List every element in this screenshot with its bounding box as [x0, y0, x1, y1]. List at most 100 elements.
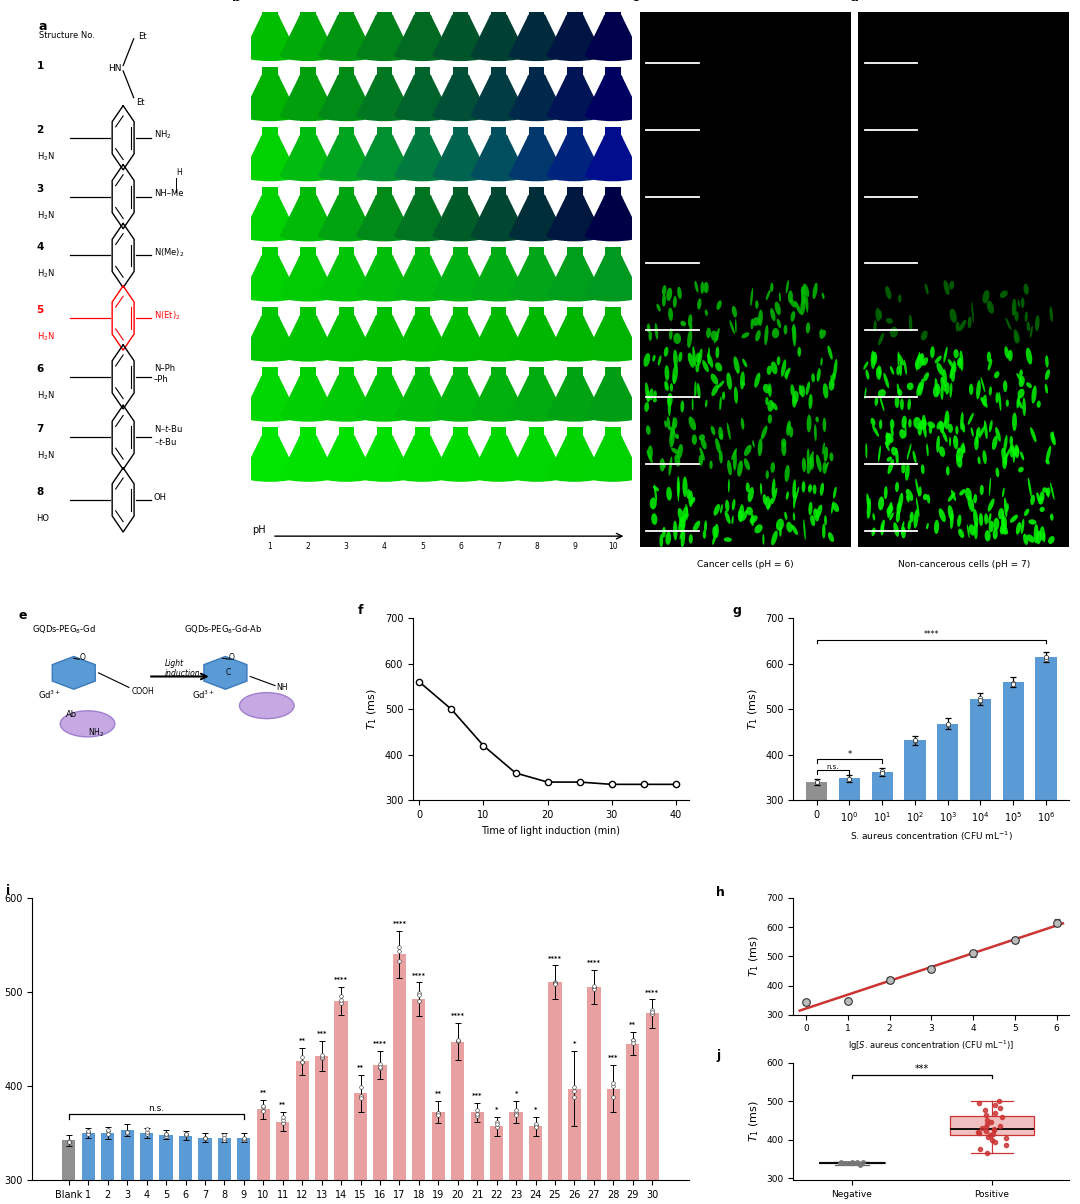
Ellipse shape: [746, 483, 750, 492]
Ellipse shape: [696, 353, 701, 364]
Ellipse shape: [451, 132, 470, 142]
Ellipse shape: [674, 454, 680, 467]
Polygon shape: [546, 438, 603, 476]
Ellipse shape: [394, 170, 450, 182]
Point: [1038, 648, 1055, 667]
Ellipse shape: [413, 72, 432, 82]
Ellipse shape: [660, 535, 663, 548]
Point: [449, 1029, 467, 1049]
Point: [977, 1122, 995, 1141]
Ellipse shape: [901, 527, 906, 538]
Point: [60, 1133, 78, 1152]
Ellipse shape: [394, 289, 450, 301]
Bar: [377, 367, 392, 378]
Ellipse shape: [834, 359, 837, 378]
Polygon shape: [394, 137, 450, 176]
Ellipse shape: [680, 401, 685, 413]
Ellipse shape: [667, 395, 671, 417]
Text: Et: Et: [138, 31, 147, 41]
Bar: [338, 247, 354, 258]
Ellipse shape: [900, 399, 904, 411]
Text: 1: 1: [37, 60, 44, 71]
Point: [333, 991, 350, 1010]
Bar: [262, 427, 278, 438]
Ellipse shape: [822, 442, 825, 455]
Ellipse shape: [942, 418, 947, 431]
Ellipse shape: [934, 355, 942, 364]
Ellipse shape: [696, 364, 699, 372]
Bar: [471, 1112, 484, 1204]
Bar: [300, 247, 315, 258]
Point: [840, 769, 858, 789]
Bar: [529, 67, 544, 77]
Ellipse shape: [667, 393, 673, 407]
Ellipse shape: [920, 419, 927, 430]
Ellipse shape: [432, 170, 488, 182]
Point: [99, 1121, 117, 1140]
Ellipse shape: [948, 492, 956, 502]
Text: ***: ***: [915, 1064, 929, 1074]
Ellipse shape: [806, 382, 810, 395]
Point: [274, 1114, 292, 1133]
Ellipse shape: [949, 365, 955, 378]
Ellipse shape: [923, 494, 928, 500]
Ellipse shape: [527, 193, 546, 202]
Point: [986, 1096, 1003, 1115]
Ellipse shape: [683, 477, 688, 497]
Point: [1038, 647, 1055, 666]
Polygon shape: [356, 197, 413, 235]
Ellipse shape: [1004, 497, 1008, 518]
Ellipse shape: [801, 482, 806, 492]
Ellipse shape: [471, 110, 527, 122]
Ellipse shape: [967, 525, 970, 538]
Ellipse shape: [1040, 526, 1044, 541]
Ellipse shape: [1007, 503, 1009, 512]
Ellipse shape: [751, 288, 753, 306]
Ellipse shape: [1044, 384, 1048, 394]
Ellipse shape: [669, 456, 673, 476]
Ellipse shape: [789, 299, 796, 307]
Ellipse shape: [1000, 290, 1008, 299]
Ellipse shape: [700, 447, 705, 461]
Bar: [338, 307, 354, 318]
Text: ****: ****: [392, 921, 406, 927]
Ellipse shape: [960, 412, 963, 430]
Ellipse shape: [664, 380, 667, 390]
Point: [391, 942, 408, 961]
Ellipse shape: [772, 327, 779, 338]
Ellipse shape: [951, 490, 956, 501]
Ellipse shape: [413, 12, 432, 22]
Ellipse shape: [1004, 347, 1009, 359]
Ellipse shape: [941, 377, 946, 391]
Ellipse shape: [337, 373, 355, 383]
Bar: [338, 367, 354, 378]
Point: [833, 1152, 850, 1171]
Ellipse shape: [546, 409, 603, 421]
Ellipse shape: [657, 303, 661, 312]
Ellipse shape: [1017, 400, 1023, 409]
Ellipse shape: [242, 170, 298, 182]
Ellipse shape: [770, 283, 773, 293]
Ellipse shape: [1005, 318, 1012, 330]
Polygon shape: [432, 77, 488, 116]
Bar: [121, 1131, 134, 1204]
Ellipse shape: [604, 72, 622, 82]
Ellipse shape: [319, 170, 375, 182]
Ellipse shape: [1043, 532, 1045, 542]
Ellipse shape: [936, 362, 944, 376]
Text: 6: 6: [458, 542, 463, 551]
Ellipse shape: [1000, 524, 1005, 535]
Ellipse shape: [998, 508, 1004, 519]
Ellipse shape: [727, 423, 731, 439]
Text: O: O: [79, 653, 85, 662]
Ellipse shape: [432, 229, 488, 242]
Bar: [605, 7, 621, 17]
Text: **: **: [357, 1064, 364, 1070]
Point: [313, 1045, 330, 1064]
Ellipse shape: [863, 361, 868, 370]
Ellipse shape: [921, 331, 928, 341]
Ellipse shape: [878, 389, 886, 397]
Point: [177, 1126, 194, 1145]
Bar: [453, 427, 469, 438]
Text: *: *: [572, 1041, 577, 1047]
